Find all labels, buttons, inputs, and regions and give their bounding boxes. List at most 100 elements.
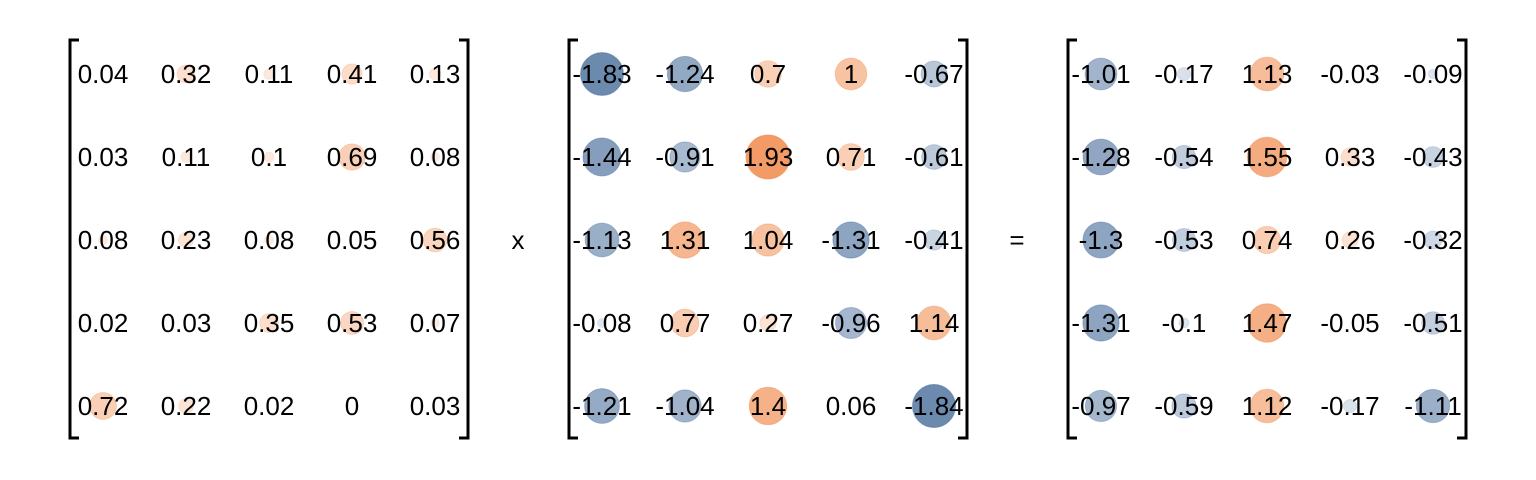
matrix-b-cell-value: 1.04: [743, 225, 794, 255]
matrix-b-cell-value: -1.83: [572, 59, 631, 89]
matrix-b-cell: -1.44: [572, 137, 632, 177]
matrix-b-cell-circle: [759, 314, 777, 332]
matrix-result-cell-value: -0.97: [1071, 391, 1130, 421]
matrix-a-cell-value: 0.32: [161, 59, 212, 89]
matrix-a-cell-value: 0.03: [410, 391, 461, 421]
matrix-b-cell-value: 0.7: [750, 59, 786, 89]
matrix-result-cell-value: -0.03: [1320, 59, 1379, 89]
matrix-b-cell-circle: [584, 222, 620, 258]
matrix-b-cell: 0.77: [660, 308, 711, 338]
matrix-b-cell-value: -1.04: [655, 391, 714, 421]
matrix-a-cell-value: 0.08: [78, 225, 129, 255]
matrix-b-cell-circle: [916, 305, 952, 341]
matrix-b-cell-circle: [754, 60, 782, 88]
matrix-a-cell-value: 0.56: [410, 225, 461, 255]
matrix-result-cell-circle: [1176, 66, 1192, 82]
matrix-b-cell: -1.84: [904, 384, 964, 428]
matrix-b-cell: -0.67: [904, 59, 963, 89]
matrix-result-cell-circle: [1082, 304, 1120, 342]
matrix-b-cell-circle: [584, 388, 620, 424]
matrix-result-cell: -1.01: [1071, 57, 1131, 91]
matrix-result-cell-circle: [1171, 144, 1197, 170]
matrix-b-cell: -0.91: [655, 141, 715, 173]
matrix-result-cell: 0.74: [1242, 225, 1293, 255]
matrix-b-cell-value: 1.93: [743, 142, 794, 172]
matrix-result-cell-circle: [1415, 388, 1451, 424]
matrix-b-cell-circle: [666, 55, 704, 93]
matrix-a-cell-value: 0.05: [327, 225, 378, 255]
matrix-a-cell-circle: [339, 310, 365, 336]
matrix-a-cell-circle: [89, 392, 117, 420]
matrix-result-cell: -1.28: [1071, 138, 1131, 176]
matrix-result-cell-value: -0.17: [1154, 59, 1213, 89]
matrix-a-cell-value: 0.11: [162, 142, 211, 172]
matrix-result-cell-value: -0.17: [1320, 391, 1379, 421]
matrix-b-cell-value: -1.84: [904, 391, 963, 421]
matrix-a-cell-circle: [178, 398, 194, 414]
matrix-a-cell-circle: [428, 67, 442, 81]
matrix-a-cell-circle: [264, 235, 274, 245]
matrix-b-cell-circle: [580, 52, 624, 96]
matrix-b-cell: -1.13: [572, 222, 632, 258]
matrix-result-cell-value: -0.1: [1162, 308, 1207, 338]
matrix-a-cell-value: 0.08: [410, 142, 461, 172]
matrix-b: -1.83 -1.24 0.7 1 -0.67-1.44 -0.91 1.93 0.71 -0.…: [567, 38, 969, 440]
matrix-a-cell-circle: [263, 68, 275, 80]
equals-operator: =: [1009, 225, 1024, 255]
matrix-result-cell: -0.51: [1403, 308, 1462, 338]
matrix-b-cell: -1.31: [821, 221, 881, 259]
matrix-a-cell: 0.05: [327, 225, 378, 255]
matrix-b-left-bracket: [567, 38, 578, 440]
matrix-b-cell: 1.04: [743, 223, 794, 257]
matrix-b-right-bracket: [958, 38, 969, 440]
matrix-a-cell: 0: [345, 391, 359, 421]
matrix-b-cell-value: 0.71: [826, 142, 877, 172]
matrix-a-cell-circle: [430, 152, 440, 162]
matrix-b-cell: -0.41: [904, 225, 963, 255]
matrix-a-cell-value: 0.41: [327, 59, 378, 89]
matrix-a-cell-circle: [338, 143, 366, 171]
matrix-b-cell-value: 1.4: [750, 391, 786, 421]
matrix-a-cell-value: 0.02: [244, 391, 295, 421]
matrix-result-cell-value: -0.51: [1403, 308, 1462, 338]
matrix-b-cell-circle: [923, 229, 945, 251]
matrix-result-cell-value: -0.05: [1320, 308, 1379, 338]
matrix-result-cell: 1.12: [1242, 388, 1292, 424]
matrix-result-cell-circle: [1249, 56, 1285, 92]
matrix-a-cell-value: 0.08: [244, 225, 295, 255]
matrix-result-cell: -1.31: [1071, 304, 1131, 342]
matrix-a-cell-value: 0.03: [161, 308, 212, 338]
matrix-result-cell-value: -0.09: [1403, 59, 1462, 89]
matrix-result-cell-value: -0.32: [1403, 225, 1462, 255]
matrix-b-cell: -1.21: [572, 388, 632, 424]
matrix-b-cell: -1.04: [655, 389, 715, 423]
matrix-result-cell-circle: [1423, 230, 1443, 250]
matrix-a-cell: 0.22: [161, 391, 212, 421]
matrix-result-cell-circle: [1171, 393, 1197, 419]
matrix-b-cell-value: -1.24: [655, 59, 714, 89]
matrix-result-cell-circle: [1247, 303, 1287, 343]
matrix-a-cell-circle: [177, 231, 195, 249]
matrix-result-cell: -0.09: [1403, 59, 1462, 89]
matrix-a-cell: 0.23: [161, 225, 212, 255]
matrix-b-cell-value: -0.91: [655, 142, 714, 172]
matrix-a-cell: 0.08: [78, 225, 129, 255]
matrix-b-cell-value: -0.96: [821, 308, 880, 338]
matrix-result-cell-circle: [1082, 138, 1120, 176]
matrix-result-cell-circle: [1084, 57, 1118, 91]
matrix-b-cell-circle: [668, 389, 702, 423]
matrix-a-cell-value: 0.1: [251, 142, 287, 172]
matrix-a-right-bracket: [459, 38, 470, 440]
matrix-a-cells: 0.04 0.32 0.11 0.41 0.13 0.03 0.11 0.1 0.69 0.08 0…: [78, 59, 461, 421]
matrix-b-cell-value: 0.77: [660, 308, 711, 338]
matrix-b-cell-value: -1.44: [572, 142, 631, 172]
matrix-b-cell-circle: [920, 60, 948, 88]
matrix-result-cell-value: -0.53: [1154, 225, 1213, 255]
matrix-result-cell-circle: [1246, 136, 1288, 178]
matrix-result-cell: 1.47: [1242, 303, 1292, 343]
matrix-a-cell: 0.13: [410, 59, 461, 89]
matrix-b-cell-circle: [597, 318, 607, 328]
matrix-a-cell-value: 0.13: [410, 59, 461, 89]
matrix-a-cell-circle: [259, 313, 279, 333]
matrix-result-cells: -1.01 -0.17 1.13 -0.03 -0.09 -1.28 -0.54 1.55 0.…: [1071, 56, 1463, 424]
